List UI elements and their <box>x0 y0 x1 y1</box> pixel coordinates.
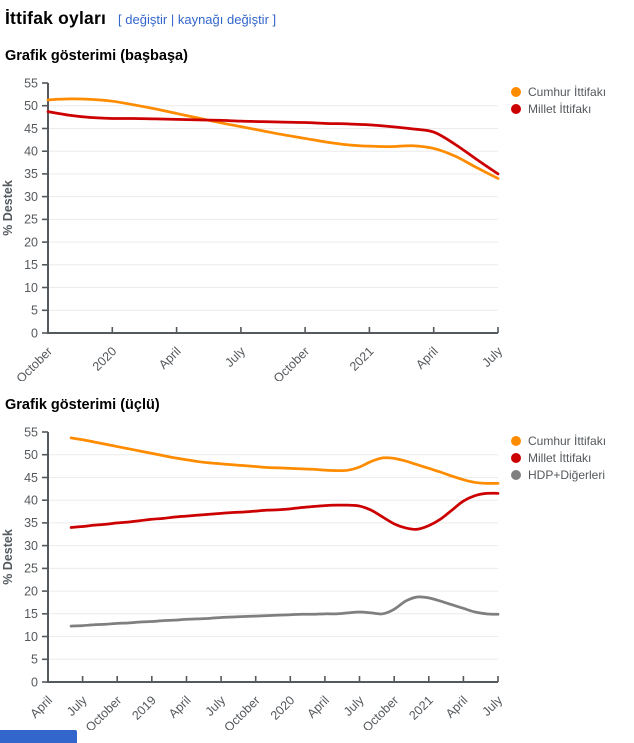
edit-section: [ değiştir | kaynağı değiştir ] <box>118 12 276 27</box>
y-tick-label: 50 <box>24 448 38 462</box>
y-tick-label: 20 <box>24 235 38 249</box>
legend-color-dot <box>511 452 521 463</box>
x-tick-label: October <box>271 344 312 381</box>
y-tick-label: 40 <box>24 145 38 159</box>
x-tick-label: October <box>83 693 124 730</box>
series-line-1 <box>46 110 500 176</box>
x-tick-label: 2021 <box>347 344 377 374</box>
x-tick-label: April <box>28 693 56 721</box>
chart-block-basbasa: 0 5 10 15 20 25 30 35 40 45 50 55 October 2020 April Ju… <box>0 69 634 381</box>
legend-item-1: Millet İttifakı <box>511 100 606 117</box>
line-chart-basbasa: 0 5 10 15 20 25 30 35 40 45 50 55 October 2020 April Ju… <box>1 76 506 381</box>
edit-divider: | <box>170 12 175 27</box>
y-tick-label: 55 <box>24 76 38 90</box>
x-tick-label: April <box>304 693 332 721</box>
page-title: İttifak oyları <box>5 8 107 28</box>
y-tick-label: 35 <box>24 516 38 530</box>
chart-heading-uclu: Grafik gösterimi (üçlü) <box>5 397 160 413</box>
section-header: İttifak oyları [ değiştir | kaynağı değiş… <box>5 8 634 32</box>
y-tick-label: 45 <box>24 471 38 485</box>
series-line-0 <box>69 436 500 485</box>
y-tick-label: 40 <box>24 494 38 508</box>
browser-link-status-bar <box>0 730 77 743</box>
legend-label: HDP+Diğerleri <box>528 467 606 482</box>
legend-basbasa: Cumhur İttifakı Millet İttifakı <box>511 83 606 117</box>
x-tick-label: October <box>221 693 262 730</box>
y-tick-label: 30 <box>24 190 38 204</box>
chart-heading-basbasa: Grafik gösterimi (başbaşa) <box>5 48 188 64</box>
bracket-close: ] <box>272 12 277 27</box>
x-tick-label: 2020 <box>90 344 120 374</box>
x-tick-label: July <box>222 344 248 370</box>
bracket-open: [ <box>118 12 122 27</box>
y-tick-label: 10 <box>24 630 38 644</box>
chart-block-uclu: 0 5 10 15 20 25 30 35 40 45 50 55 April July October 20… <box>0 418 634 730</box>
y-tick-label: 25 <box>24 213 38 227</box>
y-tick-label: 25 <box>24 562 38 576</box>
legend-uclu: Cumhur İttifakı Millet İttifakı HDP+Diğerl… <box>511 432 606 483</box>
y-axis-label: % Destek <box>1 180 15 236</box>
x-tick-label: July <box>341 693 367 719</box>
x-tick-label: October <box>14 344 55 381</box>
y-tick-label: 20 <box>24 584 38 598</box>
x-tick-label: April <box>443 693 471 721</box>
x-tick-label: July <box>203 693 229 719</box>
edit-link[interactable]: değiştir <box>125 12 168 27</box>
x-tick-label: 2019 <box>129 693 159 723</box>
legend-color-dot <box>511 469 521 480</box>
x-tick-label: October <box>360 693 401 730</box>
edit-source-link[interactable]: kaynağı değiştir <box>177 12 269 27</box>
y-axis-label: % Destek <box>1 529 15 585</box>
legend-item-2: HDP+Diğerleri <box>511 466 606 483</box>
y-tick-label: 35 <box>24 167 38 181</box>
y-tick-label: 15 <box>24 607 38 621</box>
y-tick-label: 0 <box>31 675 38 689</box>
y-tick-label: 5 <box>31 653 38 667</box>
x-tick-label: April <box>413 344 441 372</box>
series-line-0 <box>46 97 500 180</box>
x-tick-label: April <box>166 693 194 721</box>
y-tick-label: 55 <box>24 425 38 439</box>
legend-item-0: Cumhur İttifakı <box>511 432 606 449</box>
y-tick-label: 50 <box>24 99 38 113</box>
y-tick-label: 15 <box>24 258 38 272</box>
legend-label: Cumhur İttifakı <box>528 433 607 448</box>
y-tick-label: 45 <box>24 122 38 136</box>
x-tick-label: 2020 <box>268 693 298 723</box>
x-tick-label: July <box>479 344 505 370</box>
legend-label: Cumhur İttifakı <box>528 84 607 99</box>
y-tick-label: 10 <box>24 281 38 295</box>
x-tick-label: 2021 <box>406 693 436 723</box>
legend-item-1: Millet İttifakı <box>511 449 606 466</box>
x-tick-label: April <box>156 344 184 372</box>
y-tick-label: 30 <box>24 539 38 553</box>
series-line-2 <box>69 595 500 628</box>
legend-label: Millet İttifakı <box>528 101 592 116</box>
legend-item-0: Cumhur İttifakı <box>511 83 606 100</box>
x-tick-label: July <box>479 693 505 719</box>
legend-color-dot <box>511 435 521 446</box>
y-tick-label: 5 <box>31 304 38 318</box>
legend-color-dot <box>511 103 521 114</box>
legend-label: Millet İttifakı <box>528 450 592 465</box>
y-tick-label: 0 <box>31 326 38 340</box>
series-line-1 <box>69 491 500 531</box>
x-tick-label: July <box>64 693 90 719</box>
legend-color-dot <box>511 86 521 97</box>
